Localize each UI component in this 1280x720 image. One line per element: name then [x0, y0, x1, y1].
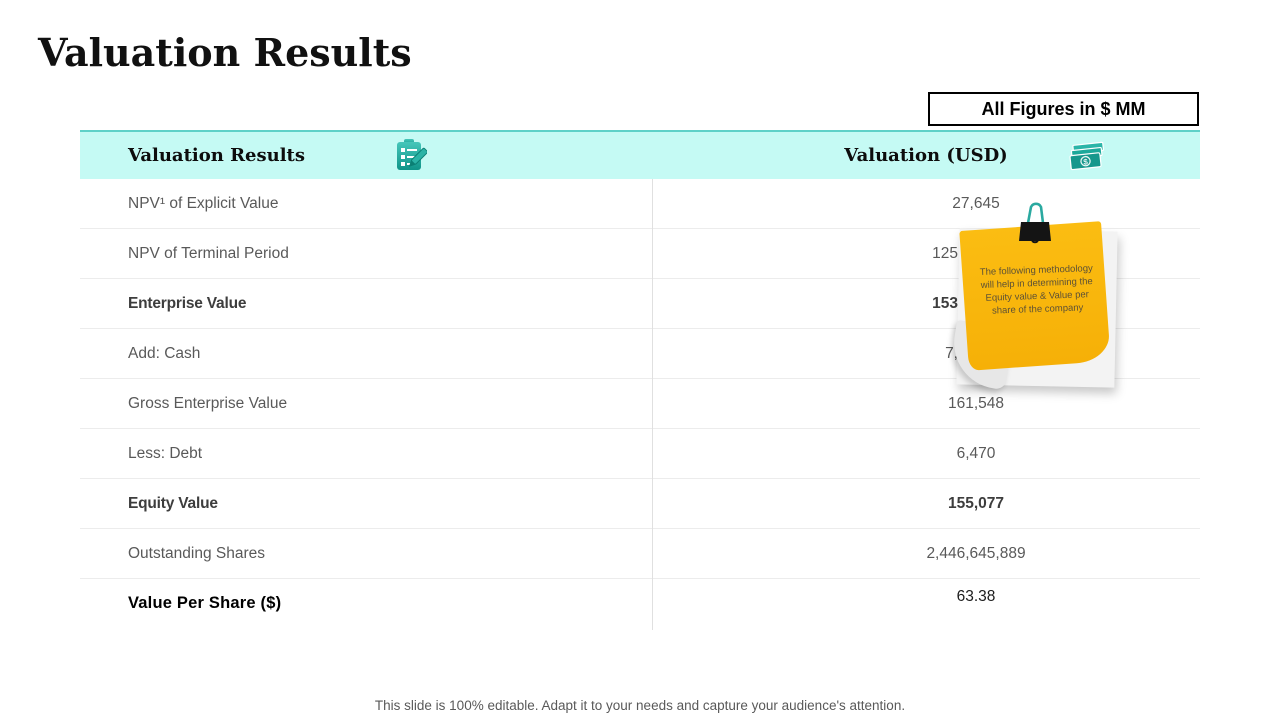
- row-value: 125: [932, 244, 958, 262]
- row-value: 63.38: [956, 588, 996, 605]
- table-row: Outstanding Shares 2,446,645,889: [80, 529, 1200, 579]
- row-value: 161,548: [947, 394, 1005, 412]
- column-divider: [652, 179, 653, 630]
- footer-note: This slide is 100% editable. Adapt it to…: [374, 698, 906, 713]
- row-value: 2,446,645,889: [926, 544, 1026, 562]
- table-row: Gross Enterprise Value 161,548: [80, 379, 1200, 429]
- table-header-col2: Valuation (USD) $: [652, 139, 1200, 173]
- row-label: Value Per Share ($): [128, 594, 282, 612]
- row-label: Equity Value: [128, 494, 218, 512]
- binder-clip-icon: [1012, 196, 1056, 251]
- row-value: 7,: [945, 344, 958, 362]
- table-header-col1: Valuation Results: [80, 138, 652, 174]
- row-value: 27,645: [952, 194, 1000, 212]
- row-value: 155,077: [947, 494, 1005, 512]
- money-banknotes-icon: $: [1066, 139, 1108, 173]
- table-row: Enterprise Value 153: [80, 279, 1200, 329]
- table-row: Value Per Share ($) 63.38: [80, 579, 1200, 628]
- table-row: NPV of Terminal Period 125: [80, 229, 1200, 279]
- row-label: NPV¹ of Explicit Value: [128, 194, 279, 212]
- table-row: Less: Debt 6,470: [80, 429, 1200, 479]
- figures-unit-badge: All Figures in $ MM: [928, 92, 1199, 126]
- table-body: NPV¹ of Explicit Value 27,645 NPV of Termi…: [80, 179, 1200, 630]
- valuation-table: Valuation Results: [80, 130, 1200, 630]
- clipboard-checklist-icon: [393, 138, 427, 174]
- row-label: Gross Enterprise Value: [128, 394, 288, 412]
- row-label: Less: Debt: [128, 444, 203, 462]
- row-value: 153: [932, 294, 958, 312]
- table-row: NPV¹ of Explicit Value 27,645: [80, 179, 1200, 229]
- row-label: Enterprise Value: [128, 294, 247, 312]
- svg-text:$: $: [1083, 157, 1089, 166]
- sticky-note: The following methodology will help in d…: [947, 196, 1128, 392]
- row-label: Outstanding Shares: [128, 544, 266, 562]
- table-header-row: Valuation Results: [80, 130, 1200, 179]
- figures-unit-label: All Figures in $ MM: [981, 98, 1146, 119]
- table-header-col2-label: Valuation (USD): [844, 145, 1008, 166]
- note-text: The following methodology will help in d…: [979, 263, 1093, 317]
- row-label: Add: Cash: [128, 344, 201, 362]
- row-label: NPV of Terminal Period: [128, 244, 289, 262]
- table-row: Add: Cash 7,: [80, 329, 1200, 379]
- table-header-col1-label: Valuation Results: [128, 145, 305, 166]
- page-title: Valuation Results: [38, 30, 412, 75]
- table-row: Equity Value 155,077: [80, 479, 1200, 529]
- row-value: 6,470: [956, 444, 996, 462]
